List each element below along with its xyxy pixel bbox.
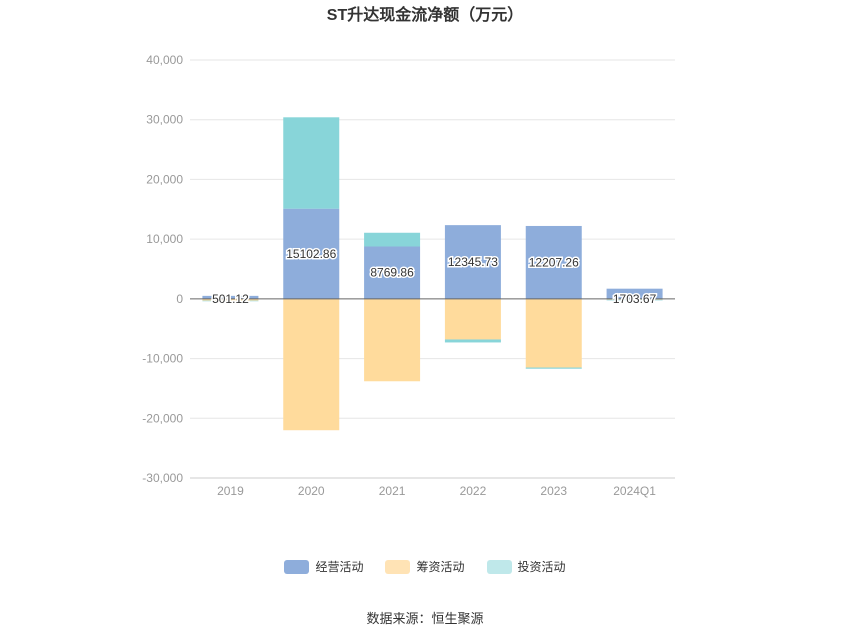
bar-segment[interactable] bbox=[283, 298, 340, 431]
y-tick-label: -20,000 bbox=[142, 411, 183, 425]
legend-item-investing[interactable]: 投资活动 bbox=[486, 558, 566, 575]
legend-label-operating: 经营活动 bbox=[315, 560, 364, 574]
bar-segment[interactable] bbox=[364, 246, 421, 299]
y-axis: 40,000 30,000 20,000 10,000 0 -10,000 -20,000 -… bbox=[142, 53, 183, 485]
x-tick-label: 2023 bbox=[540, 484, 567, 498]
bar-segment[interactable] bbox=[525, 367, 582, 369]
legend: 经营活动 筹资活动 投资活动 bbox=[0, 558, 850, 575]
legend-item-operating[interactable]: 经营活动 bbox=[284, 558, 363, 575]
bar-segment[interactable] bbox=[364, 232, 421, 247]
data-label: 12345.73 bbox=[448, 255, 498, 269]
bar-segment[interactable] bbox=[525, 298, 582, 368]
bar-segment[interactable] bbox=[606, 288, 663, 299]
y-tick-label: 40,000 bbox=[146, 53, 183, 67]
y-tick-label: 10,000 bbox=[146, 232, 183, 246]
data-label: 12207.26 bbox=[529, 255, 579, 269]
x-tick-label: 2021 bbox=[379, 484, 406, 498]
legend-label-investing: 投资活动 bbox=[517, 560, 566, 574]
legend-item-financing[interactable]: 筹资活动 bbox=[385, 558, 465, 575]
y-tick-label: 0 bbox=[176, 292, 183, 306]
bar-segment[interactable] bbox=[202, 300, 259, 302]
x-tick-label: 2024Q1 bbox=[613, 484, 656, 498]
chart-title: ST升达现金流净额（万元） bbox=[327, 5, 523, 24]
x-tick-label: 2019 bbox=[217, 484, 244, 498]
legend-swatch-financing bbox=[385, 559, 411, 574]
bar-segment[interactable] bbox=[283, 117, 340, 209]
bar-segment[interactable] bbox=[444, 298, 501, 340]
y-tick-label: 30,000 bbox=[146, 113, 183, 127]
data-labels: 501.12 15102.86 8769.86 12345.73 12207.26 170… bbox=[211, 245, 659, 307]
x-axis: 2019 2020 2021 2022 2023 2024Q1 bbox=[190, 477, 675, 498]
data-source: 数据来源：恒生聚源 bbox=[366, 611, 484, 626]
x-tick-label: 2020 bbox=[298, 484, 325, 498]
bar-segment[interactable] bbox=[444, 339, 501, 343]
legend-label-financing: 筹资活动 bbox=[416, 560, 465, 574]
bar-segment[interactable] bbox=[525, 225, 582, 299]
bar-segment[interactable] bbox=[606, 299, 663, 301]
grid-lines bbox=[190, 59, 675, 479]
data-label: 501.12 bbox=[212, 292, 249, 306]
bar-segment[interactable] bbox=[202, 295, 259, 299]
bar-segment[interactable] bbox=[364, 298, 421, 382]
legend-swatch-investing bbox=[486, 559, 512, 574]
y-tick-label: 20,000 bbox=[146, 172, 183, 186]
y-tick-label: -10,000 bbox=[142, 352, 183, 366]
y-tick-label: -30,000 bbox=[142, 471, 183, 485]
data-label: 1703.67 bbox=[613, 292, 657, 306]
bar-segment[interactable] bbox=[202, 298, 259, 301]
x-tick-label: 2022 bbox=[460, 484, 487, 498]
bars bbox=[202, 117, 663, 431]
bar-segment[interactable] bbox=[444, 225, 501, 299]
legend-swatch-operating bbox=[284, 559, 310, 574]
data-label: 15102.86 bbox=[286, 247, 336, 261]
bar-segment[interactable] bbox=[283, 208, 340, 299]
data-label: 8769.86 bbox=[370, 266, 414, 280]
